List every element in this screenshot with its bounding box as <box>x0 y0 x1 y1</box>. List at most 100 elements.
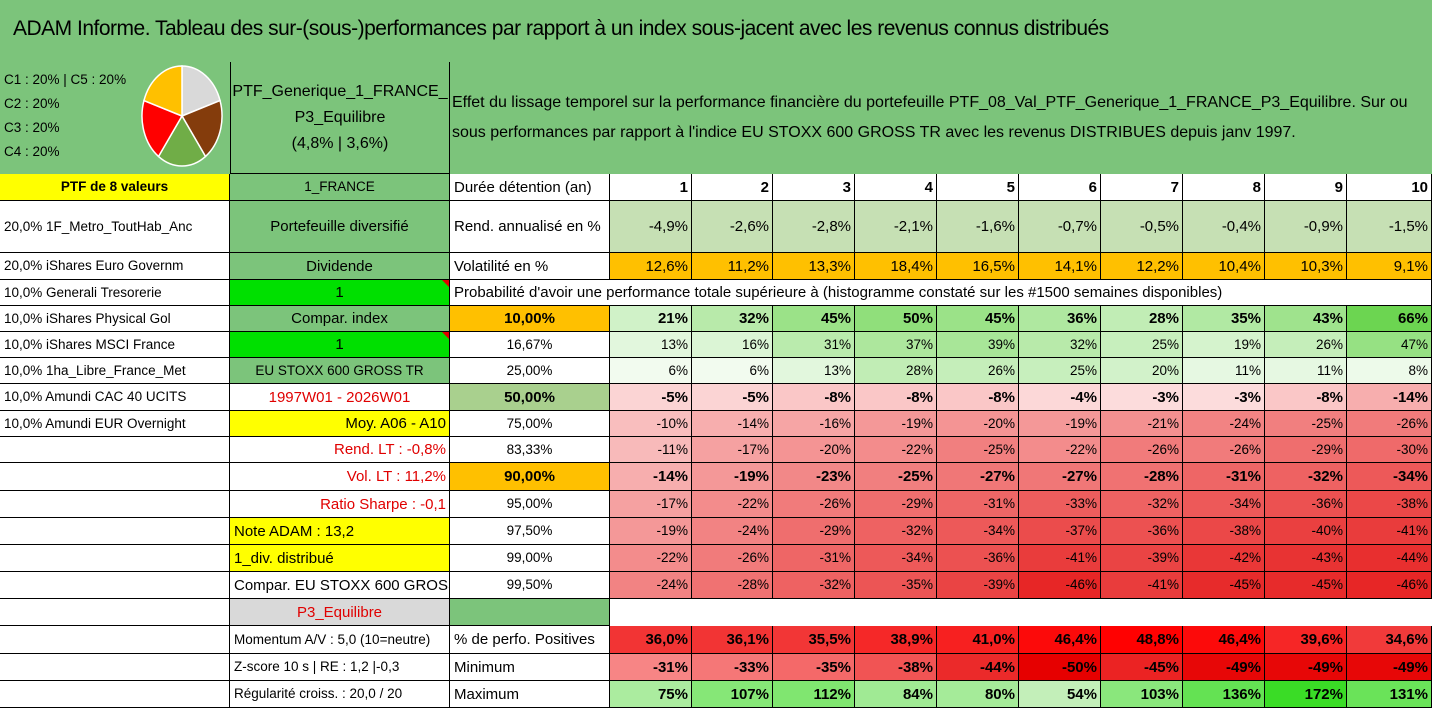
stat-cell: -35% <box>773 654 855 681</box>
probability-cell: 47% <box>1347 332 1432 358</box>
probability-cell: -30% <box>1347 437 1432 463</box>
probability-cell: 45% <box>937 306 1019 332</box>
annual-return-cell: -0,7% <box>1019 201 1101 253</box>
probability-cell: -14% <box>1347 384 1432 411</box>
empty-cell <box>0 599 230 626</box>
probability-cell: 66% <box>1347 306 1432 332</box>
probability-cell: 13% <box>610 332 692 358</box>
allocation-pie-chart <box>141 65 223 167</box>
annual-return-cell: -1,6% <box>937 201 1019 253</box>
probability-cell: -39% <box>937 572 1019 599</box>
probability-cell: 11% <box>1183 358 1265 384</box>
info-cell: 1 <box>230 332 450 358</box>
empty-cell <box>0 681 230 708</box>
probability-cell: -34% <box>1347 463 1432 491</box>
probability-cell: -46% <box>1347 572 1432 599</box>
duration-header: 8 <box>1183 174 1265 201</box>
volatility-cell: 12,2% <box>1101 253 1183 280</box>
info-cell: Compar. index <box>230 306 450 332</box>
legend-item: C2 : 20% <box>4 96 60 111</box>
stat-cell: 80% <box>937 681 1019 708</box>
duration-header: 4 <box>855 174 937 201</box>
stat-cell: 54% <box>1019 681 1101 708</box>
comment-marker <box>442 332 449 339</box>
probability-cell: 25% <box>1019 358 1101 384</box>
annual-return-cell: -2,6% <box>692 201 773 253</box>
probability-cell: -21% <box>1101 411 1183 437</box>
probability-cell: -16% <box>773 411 855 437</box>
probability-cell: -5% <box>692 384 773 411</box>
duration-header: 2 <box>692 174 773 201</box>
probability-cell: -29% <box>773 518 855 545</box>
probability-cell: -27% <box>937 463 1019 491</box>
probability-cell: -20% <box>937 411 1019 437</box>
empty-cell <box>450 599 610 626</box>
probability-cell: -44% <box>1347 545 1432 572</box>
probability-cell: 19% <box>1183 332 1265 358</box>
portfolio-name-line2: P3_Equilibre <box>294 108 386 126</box>
volatility-cell: 18,4% <box>855 253 937 280</box>
info-cell: 1_FRANCE <box>230 174 450 201</box>
threshold-label: 16,67% <box>450 332 610 358</box>
info-cell: 1_div. distribué <box>230 545 450 572</box>
volatility-cell: 14,1% <box>1019 253 1101 280</box>
stat-cell: -45% <box>1101 654 1183 681</box>
threshold-label: 99,00% <box>450 545 610 572</box>
stat-cell: 112% <box>773 681 855 708</box>
annual-return-cell: -1,5% <box>1347 201 1432 253</box>
volatility-cell: 12,6% <box>610 253 692 280</box>
holding-row: 10,0% iShares Physical Gol <box>0 306 230 332</box>
legend-item: C1 : 20% | C5 : 20% <box>4 72 127 87</box>
holding-row: 10,0% 1ha_Libre_France_Met <box>0 358 230 384</box>
stat-cell: 36,1% <box>692 626 773 654</box>
empty-cell <box>0 491 230 518</box>
info-cell: EU STOXX 600 GROSS TR <box>230 358 450 384</box>
probability-cell: 31% <box>773 332 855 358</box>
stat-cell: -49% <box>1265 654 1347 681</box>
probability-cell: -17% <box>610 491 692 518</box>
header-band <box>0 62 1432 174</box>
probability-cell: -45% <box>1183 572 1265 599</box>
info-cell: Vol. LT : 11,2% <box>230 463 450 491</box>
stat-cell: 46,4% <box>1019 626 1101 654</box>
pie-slice-c1 <box>181 65 221 118</box>
info-cell: P3_Equilibre <box>230 599 450 626</box>
probability-cell: -31% <box>1183 463 1265 491</box>
probability-cell: -8% <box>855 384 937 411</box>
info-cell: Rend. LT : -0,8% <box>230 437 450 463</box>
probability-cell: -19% <box>855 411 937 437</box>
probability-title: Probabilité d'avoir une performance tota… <box>450 280 1432 306</box>
probability-cell: -35% <box>855 572 937 599</box>
duration-header: 7 <box>1101 174 1183 201</box>
probability-cell: -5% <box>610 384 692 411</box>
probability-cell: -38% <box>1347 491 1432 518</box>
probability-cell: -22% <box>855 437 937 463</box>
annual-return-cell: -2,1% <box>855 201 937 253</box>
stat-cell: 36,0% <box>610 626 692 654</box>
stat-cell: -38% <box>855 654 937 681</box>
probability-cell: -38% <box>1183 518 1265 545</box>
probability-cell: -19% <box>1019 411 1101 437</box>
probability-cell: -34% <box>937 518 1019 545</box>
pie-slice-c4 <box>141 99 184 158</box>
threshold-label: 99,50% <box>450 572 610 599</box>
probability-cell: 36% <box>1019 306 1101 332</box>
probability-cell: -3% <box>1183 384 1265 411</box>
threshold-label: 95,00% <box>450 491 610 518</box>
threshold-label: 83,33% <box>450 437 610 463</box>
probability-cell: -26% <box>1183 437 1265 463</box>
probability-cell: -8% <box>937 384 1019 411</box>
empty-cell <box>0 437 230 463</box>
stat-cell: -31% <box>610 654 692 681</box>
probability-cell: -22% <box>1019 437 1101 463</box>
probability-cell: -8% <box>1265 384 1347 411</box>
stat-cell: -33% <box>692 654 773 681</box>
probability-cell: -14% <box>692 411 773 437</box>
probability-cell: -41% <box>1101 572 1183 599</box>
stat-cell: 172% <box>1265 681 1347 708</box>
threshold-label: 50,00% <box>450 384 610 411</box>
probability-cell: 50% <box>855 306 937 332</box>
volatility-cell: 10,3% <box>1265 253 1347 280</box>
probability-cell: -4% <box>1019 384 1101 411</box>
stat-label: Minimum <box>450 654 610 681</box>
